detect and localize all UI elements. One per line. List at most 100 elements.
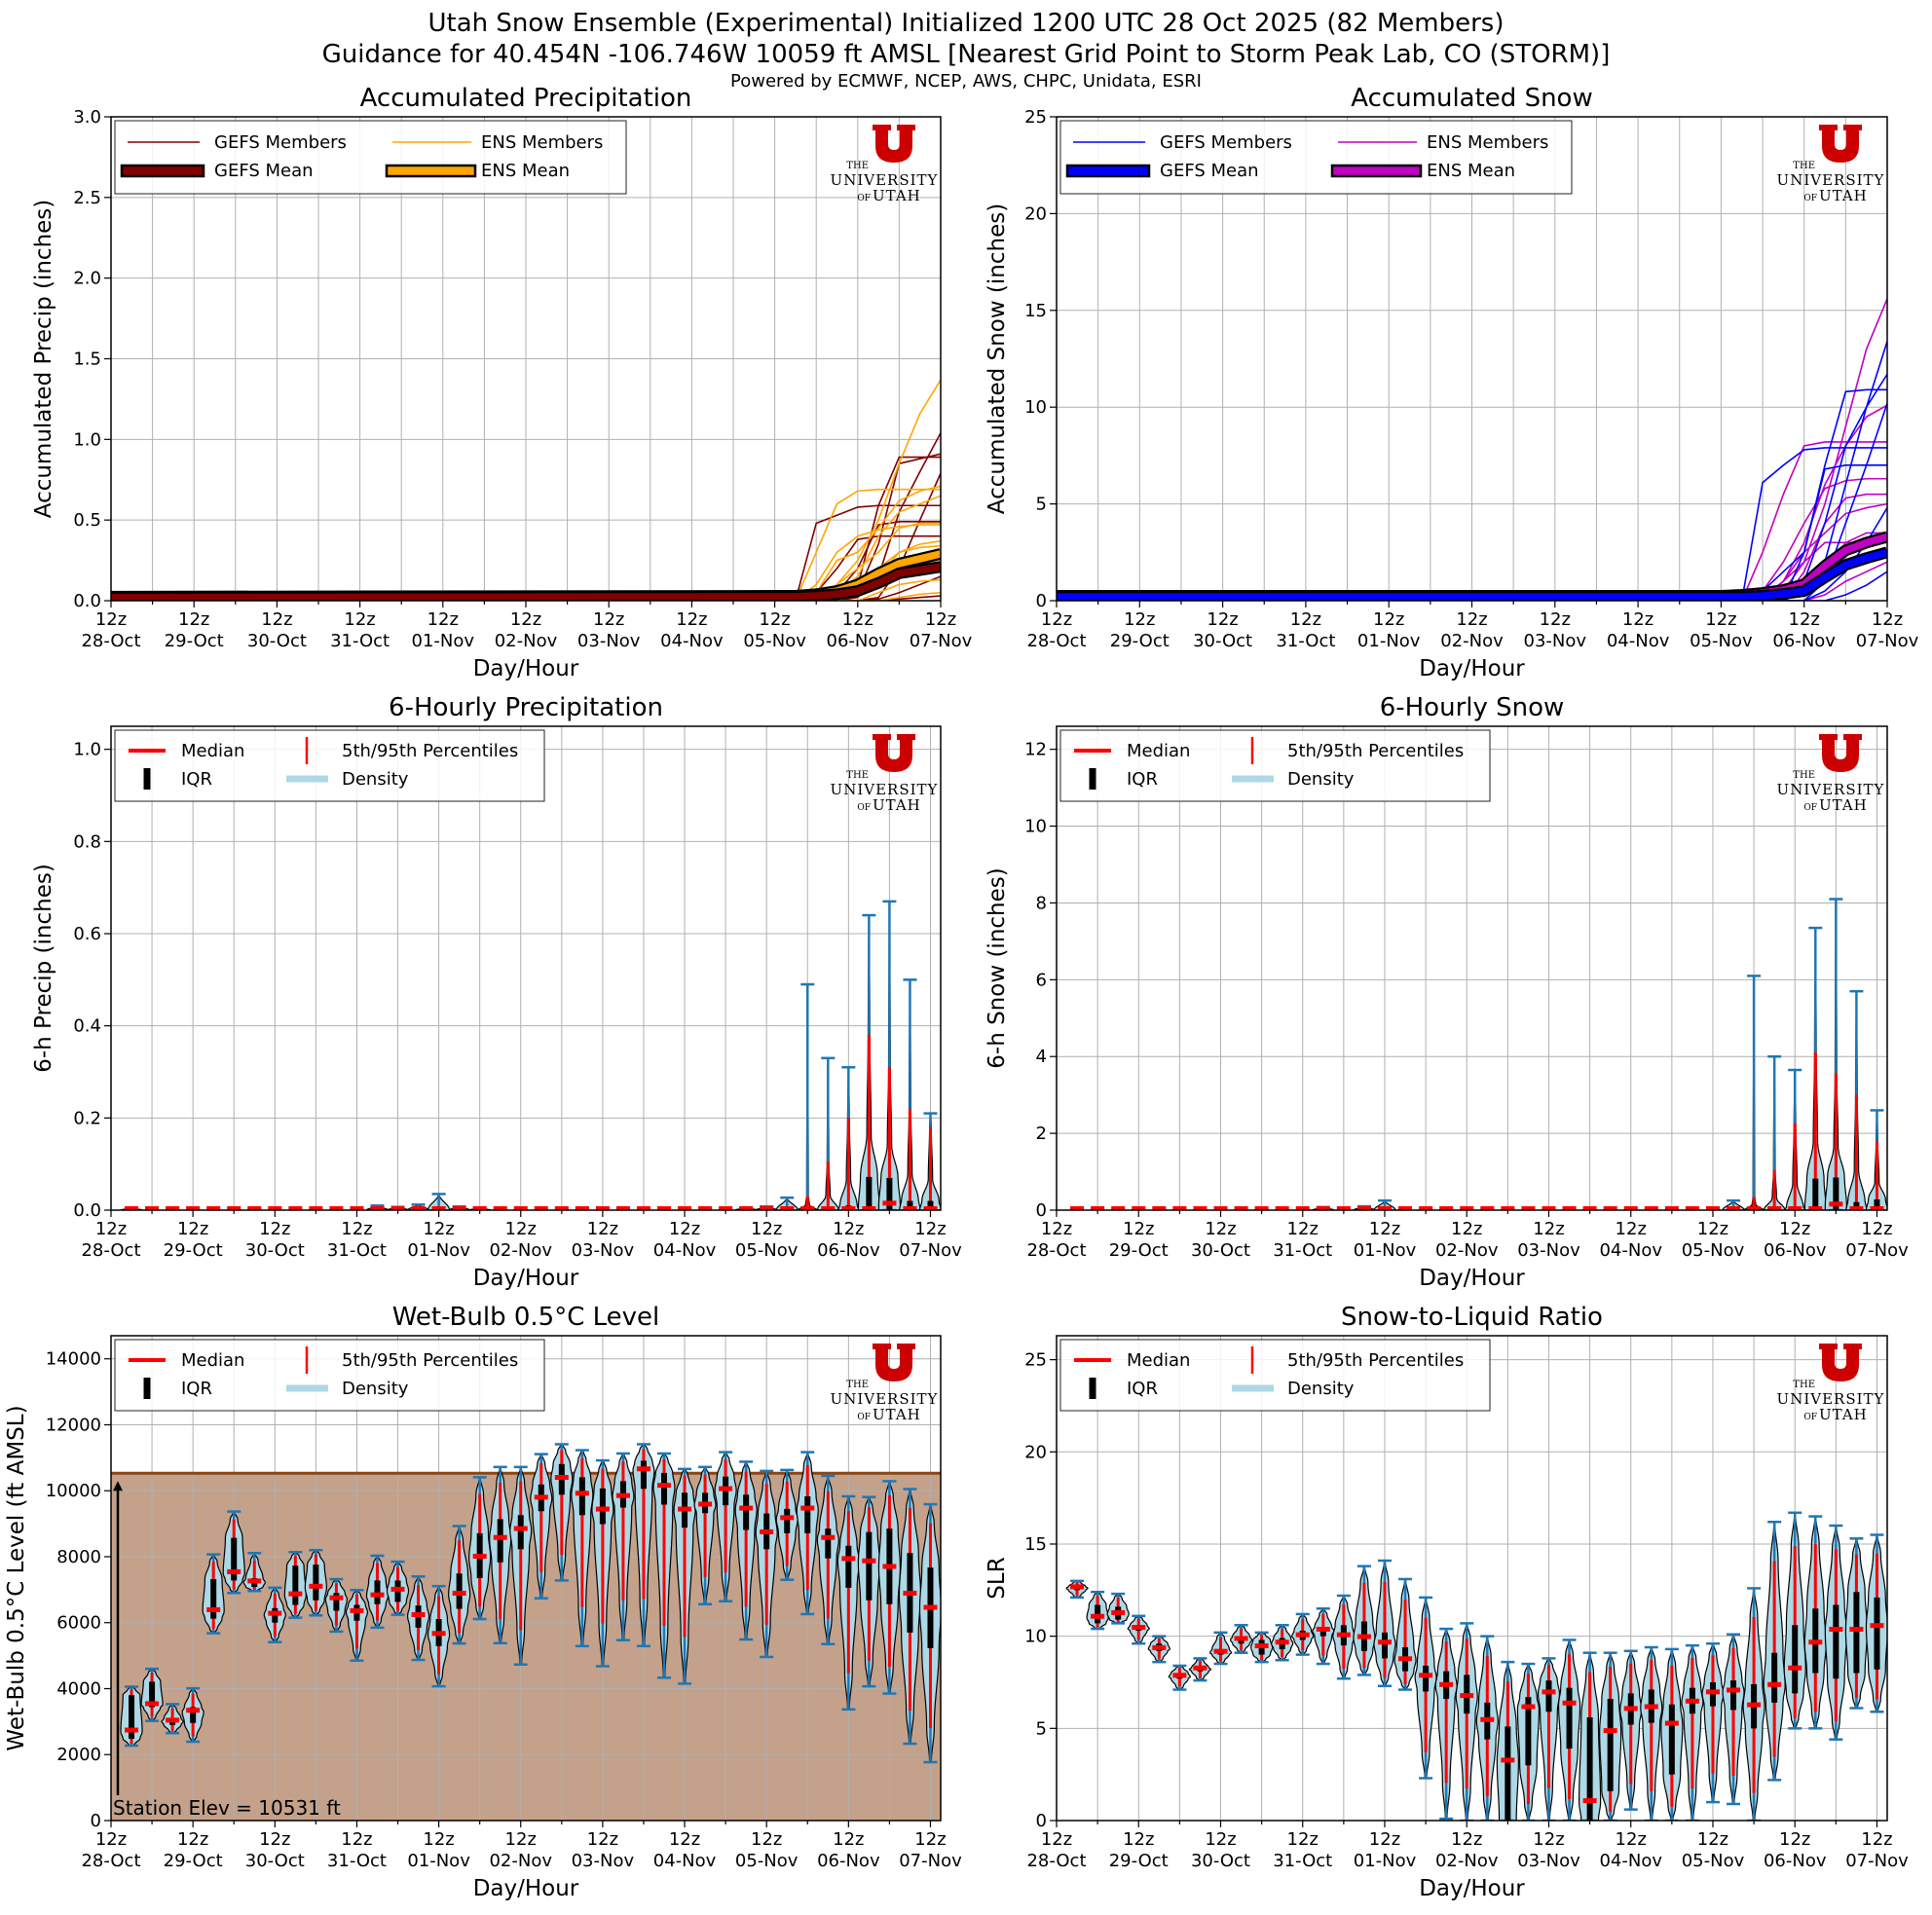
x-tick-hour-label: 12z	[1789, 609, 1820, 630]
y-axis-label: 6-h Precip (inches)	[31, 864, 56, 1073]
x-tick-hour-label: 12z	[1123, 1829, 1154, 1850]
x-tick-date-label: 03-Nov	[572, 1240, 635, 1261]
x-tick-date-label: 02-Nov	[1435, 1851, 1499, 1871]
x-tick-hour-label: 12z	[593, 609, 624, 630]
x-axis-label: Day/Hour	[1419, 1876, 1525, 1901]
logo-text-utah: UTAH	[873, 187, 921, 204]
chart-title: 6-Hourly Snow	[1380, 693, 1565, 722]
x-tick-date-label: 06-Nov	[1772, 631, 1836, 651]
x-tick-date-label: 04-Nov	[1607, 631, 1670, 651]
x-tick-date-label: 05-Nov	[735, 1851, 799, 1871]
legend-label: Median	[181, 741, 244, 761]
y-tick-label: 6	[1036, 970, 1047, 990]
x-tick-hour-label: 12z	[751, 1829, 782, 1850]
logo-text-the: THE	[1793, 1380, 1815, 1390]
logo-text-the: THE	[846, 770, 869, 781]
x-tick-hour-label: 12z	[1205, 1219, 1236, 1239]
x-tick-date-label: 05-Nov	[1682, 1240, 1745, 1261]
y-axis-label: SLR	[985, 1557, 1010, 1599]
x-tick-date-label: 01-Nov	[412, 631, 475, 651]
y-tick-label: 2.5	[73, 188, 101, 208]
x-tick-date-label: 28-Oct	[81, 1851, 140, 1871]
figure-title-line2: Guidance for 40.454N -106.746W 10059 ft …	[322, 40, 1611, 69]
logo-text-utah: UTAH	[1819, 1406, 1868, 1423]
legend-iqr-swatch	[144, 1378, 151, 1399]
logo-text-the: THE	[1793, 770, 1815, 781]
y-tick-label: 1.0	[73, 429, 101, 450]
x-tick-date-label: 04-Nov	[653, 1240, 717, 1261]
logo-text-utah: UTAH	[1819, 796, 1868, 814]
x-tick-date-label: 01-Nov	[1354, 1851, 1417, 1871]
logo-text-of: OF	[857, 803, 871, 813]
x-tick-hour-label: 12z	[669, 1829, 700, 1850]
x-tick-hour-label: 12z	[95, 1219, 127, 1239]
x-tick-hour-label: 12z	[1123, 1219, 1154, 1239]
y-tick-label: 12	[1024, 740, 1047, 760]
x-tick-date-label: 28-Oct	[81, 1240, 140, 1261]
logo-text-utah: UTAH	[873, 1406, 921, 1423]
legend-label: Median	[1127, 1350, 1190, 1371]
x-tick-hour-label: 12z	[1861, 1829, 1892, 1850]
y-tick-label: 3.0	[73, 107, 101, 128]
x-tick-hour-label: 12z	[1697, 1829, 1728, 1850]
chart-6-hourly-precipitation: 12z28-Oct12z29-Oct12z30-Oct12z31-Oct12z0…	[31, 693, 962, 1291]
x-tick-hour-label: 12z	[1861, 1219, 1892, 1239]
y-tick-label: 2000	[56, 1745, 101, 1765]
x-tick-date-label: 31-Oct	[1276, 631, 1335, 651]
x-tick-date-label: 01-Nov	[407, 1851, 470, 1871]
x-tick-hour-label: 12z	[341, 1219, 372, 1239]
logo-text-utah: UTAH	[1819, 187, 1868, 204]
x-axis-label: Day/Hour	[1419, 656, 1525, 681]
x-tick-hour-label: 12z	[505, 1219, 537, 1239]
x-tick-hour-label: 12z	[341, 1829, 372, 1850]
y-axis-label: Wet-Bulb 0.5°C Level (ft AMSL)	[4, 1405, 29, 1750]
x-tick-hour-label: 12z	[177, 1219, 208, 1239]
logo-text-utah: UTAH	[873, 796, 921, 814]
y-tick-label: 10	[1024, 817, 1047, 837]
chart-title: Snow-to-Liquid Ratio	[1341, 1303, 1603, 1332]
y-tick-label: 0.4	[73, 1016, 101, 1037]
x-tick-hour-label: 12z	[1287, 1219, 1319, 1239]
legend-thick-swatch	[387, 166, 475, 176]
x-tick-hour-label: 12z	[1041, 609, 1072, 630]
x-tick-hour-label: 12z	[587, 1829, 618, 1850]
x-tick-date-label: 04-Nov	[660, 631, 724, 651]
x-tick-date-label: 07-Nov	[1856, 631, 1919, 651]
x-tick-date-label: 29-Oct	[165, 631, 224, 651]
x-tick-hour-label: 12z	[925, 609, 956, 630]
x-tick-hour-label: 12z	[178, 609, 209, 630]
x-tick-date-label: 31-Oct	[327, 1240, 387, 1261]
x-axis-label: Day/Hour	[473, 1266, 579, 1291]
y-tick-label: 15	[1024, 301, 1047, 321]
chart-title: Wet-Bulb 0.5°C Level	[392, 1303, 660, 1332]
x-tick-hour-label: 12z	[1705, 609, 1736, 630]
x-tick-hour-label: 12z	[95, 609, 127, 630]
x-tick-date-label: 02-Nov	[489, 1240, 552, 1261]
x-tick-hour-label: 12z	[1872, 609, 1903, 630]
y-tick-label: 4	[1036, 1047, 1047, 1067]
y-tick-label: 8000	[56, 1547, 101, 1567]
x-tick-date-label: 01-Nov	[1357, 631, 1421, 651]
x-tick-date-label: 31-Oct	[327, 1851, 387, 1871]
x-tick-date-label: 29-Oct	[1109, 1240, 1169, 1261]
x-tick-date-label: 30-Oct	[247, 631, 307, 651]
y-tick-label: 5	[1036, 495, 1047, 515]
x-tick-hour-label: 12z	[759, 609, 790, 630]
x-tick-date-label: 30-Oct	[245, 1851, 305, 1871]
x-tick-date-label: 28-Oct	[81, 631, 140, 651]
figure-subtitle: Powered by ECMWF, NCEP, AWS, CHPC, Unida…	[730, 71, 1202, 92]
x-tick-date-label: 03-Nov	[572, 1851, 635, 1871]
legend-thick-swatch	[1067, 166, 1149, 176]
x-tick-date-label: 07-Nov	[899, 1851, 962, 1871]
x-tick-hour-label: 12z	[587, 1219, 618, 1239]
x-tick-hour-label: 12z	[833, 1829, 864, 1850]
x-axis-label: Day/Hour	[473, 1876, 579, 1901]
x-tick-hour-label: 12z	[1697, 1219, 1728, 1239]
y-tick-label: 10	[1024, 397, 1047, 418]
station-elevation-label: Station Elev = 10531 ft	[113, 1796, 341, 1820]
x-tick-date-label: 01-Nov	[407, 1240, 470, 1261]
